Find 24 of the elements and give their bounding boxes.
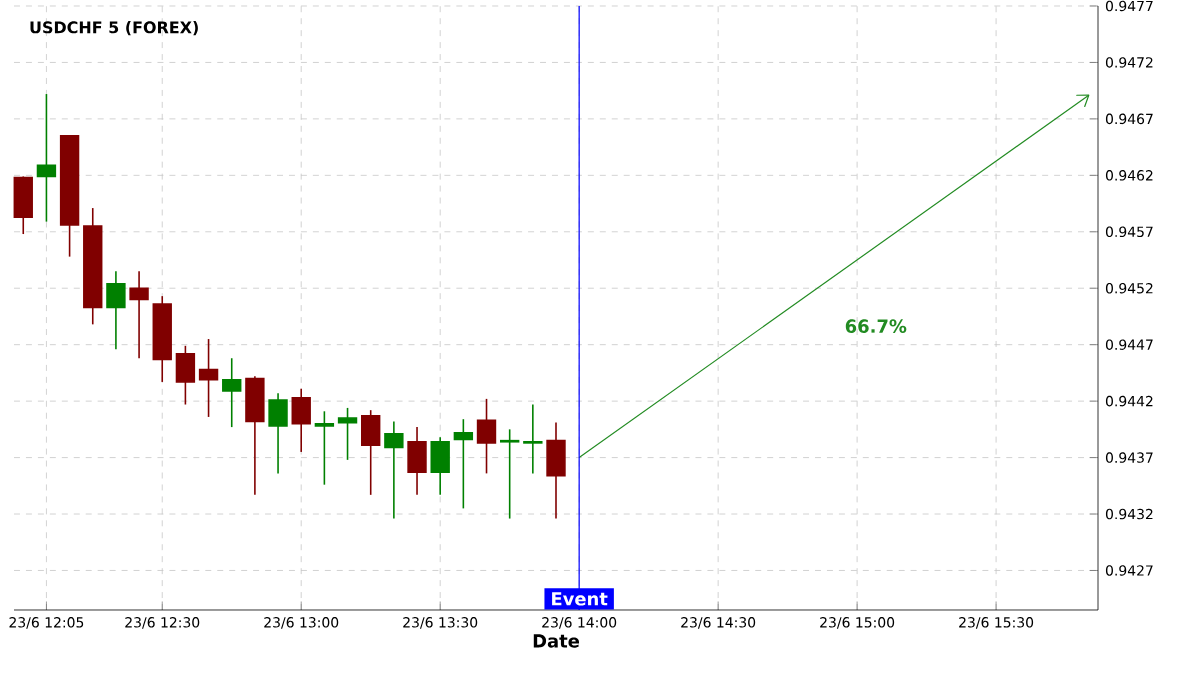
candlestick — [499, 428, 520, 520]
candlestick — [222, 357, 242, 428]
candlestick — [175, 345, 196, 406]
candlestick — [361, 409, 381, 496]
candlestick — [407, 426, 427, 496]
annotation: 66.7% — [845, 319, 907, 333]
candlestick — [314, 410, 335, 486]
candlestick — [129, 270, 149, 360]
candlestick — [198, 338, 219, 418]
candlestick — [36, 93, 57, 223]
candlestick — [546, 421, 566, 520]
candlestick — [268, 392, 288, 475]
candlestick — [245, 375, 265, 496]
candlestick — [430, 436, 450, 496]
candlestick — [337, 407, 358, 461]
candlestick — [106, 270, 126, 350]
candlestick — [384, 420, 404, 520]
candlestick — [453, 418, 474, 510]
candlestick — [476, 398, 497, 475]
ref-line-label: Event — [552, 592, 608, 606]
x-axis-title: Date — [533, 634, 580, 648]
candlestick — [523, 403, 543, 475]
candlestick — [291, 387, 311, 453]
candlestick — [13, 175, 33, 235]
